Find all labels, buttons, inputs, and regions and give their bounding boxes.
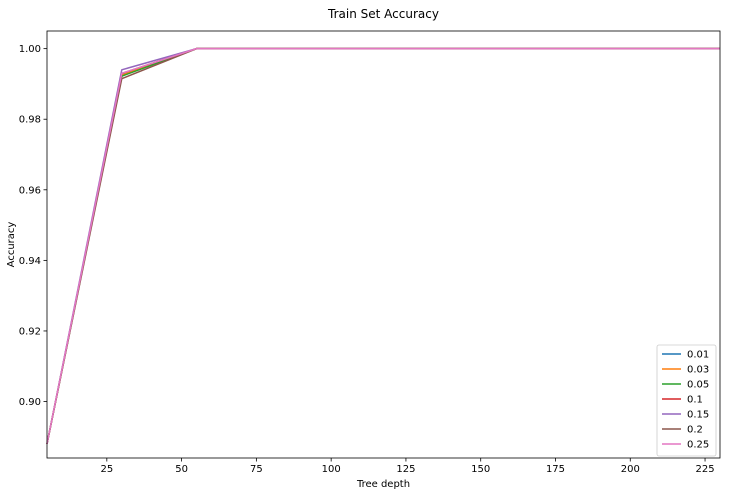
series-layer: [46, 47, 720, 445]
x-tick-label: 225: [695, 464, 714, 475]
y-tick-label: 0.90: [19, 397, 41, 408]
y-tick-label: 0.94: [19, 256, 41, 267]
x-axis: 25 50 75 100 125 150 175 200 225: [100, 458, 715, 475]
legend-label: 0.05: [687, 380, 709, 391]
plot-frame: [46, 30, 721, 459]
y-axis-label: Accuracy: [6, 222, 17, 268]
x-tick-label: 200: [621, 464, 640, 475]
x-tick-label: 175: [546, 464, 565, 475]
x-axis-label: Tree depth: [356, 479, 410, 490]
legend-label: 0.03: [687, 365, 709, 376]
x-tick-label: 150: [471, 464, 490, 475]
legend-label: 0.25: [687, 440, 709, 451]
y-tick-label: 0.98: [19, 115, 41, 126]
legend: 0.01 0.03 0.05 0.1 0.15 0.2 0.25: [656, 344, 717, 457]
legend-label: 0.1: [687, 395, 703, 406]
y-axis: 0.90 0.92 0.94 0.96 0.98 1.00: [19, 44, 47, 408]
y-tick-label: 0.92: [19, 326, 41, 337]
x-tick-label: 25: [100, 464, 113, 475]
y-tick-label: 1.00: [19, 44, 41, 55]
legend-label: 0.15: [687, 410, 709, 421]
x-tick-label: 100: [322, 464, 341, 475]
chart-title: Train Set Accuracy: [327, 7, 439, 21]
x-tick-label: 75: [250, 464, 263, 475]
x-tick-label: 50: [175, 464, 188, 475]
legend-label: 0.2: [687, 425, 703, 436]
y-tick-label: 0.96: [19, 185, 41, 196]
series-line-6: [46, 47, 720, 445]
x-tick-label: 125: [396, 464, 415, 475]
legend-label: 0.01: [687, 350, 709, 361]
